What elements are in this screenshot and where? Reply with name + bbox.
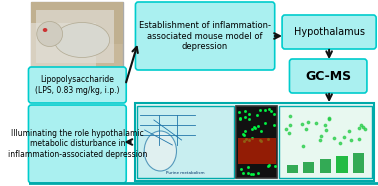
Point bbox=[237, 117, 243, 120]
Point bbox=[348, 139, 354, 142]
Point bbox=[240, 172, 246, 175]
Text: Illuminating the role hypothalamic
metabolic disturbance in
inflammation-associa: Illuminating the role hypothalamic metab… bbox=[8, 129, 147, 159]
FancyBboxPatch shape bbox=[28, 67, 126, 103]
Point bbox=[303, 128, 309, 131]
Point bbox=[358, 124, 364, 127]
Ellipse shape bbox=[54, 23, 110, 57]
Point bbox=[255, 171, 261, 174]
Point bbox=[268, 110, 274, 113]
Point bbox=[255, 124, 261, 127]
Point bbox=[337, 142, 343, 145]
Point bbox=[345, 129, 352, 132]
Point bbox=[249, 137, 255, 140]
Bar bbox=[303, 162, 314, 173]
Point bbox=[242, 115, 248, 118]
FancyBboxPatch shape bbox=[290, 59, 367, 93]
Point bbox=[241, 139, 247, 142]
Point bbox=[283, 127, 289, 130]
Point bbox=[362, 127, 368, 130]
Point bbox=[271, 112, 277, 115]
Point bbox=[322, 128, 328, 131]
Point bbox=[266, 108, 272, 111]
Point bbox=[327, 116, 333, 119]
Point bbox=[243, 137, 249, 140]
Ellipse shape bbox=[144, 131, 177, 171]
Point bbox=[257, 130, 263, 133]
FancyBboxPatch shape bbox=[282, 15, 376, 49]
FancyBboxPatch shape bbox=[279, 106, 372, 178]
Bar bbox=[353, 153, 364, 173]
Bar bbox=[320, 159, 331, 173]
FancyBboxPatch shape bbox=[31, 2, 124, 72]
Point bbox=[258, 140, 264, 142]
Point bbox=[248, 172, 254, 175]
Ellipse shape bbox=[37, 22, 63, 46]
Point bbox=[300, 144, 306, 147]
Text: GC-MS: GC-MS bbox=[305, 70, 351, 83]
Bar bbox=[31, 23, 96, 72]
Point bbox=[356, 127, 363, 130]
Bar bbox=[36, 10, 114, 62]
Point bbox=[262, 109, 268, 112]
FancyBboxPatch shape bbox=[28, 105, 126, 183]
Point bbox=[262, 121, 268, 124]
Point bbox=[271, 123, 277, 126]
Point bbox=[265, 164, 271, 167]
Ellipse shape bbox=[43, 28, 47, 32]
Point bbox=[341, 135, 347, 138]
FancyBboxPatch shape bbox=[135, 103, 374, 181]
FancyBboxPatch shape bbox=[135, 2, 275, 70]
Point bbox=[287, 115, 293, 118]
FancyBboxPatch shape bbox=[137, 106, 234, 178]
Point bbox=[252, 127, 258, 130]
Text: Hypothalamus: Hypothalamus bbox=[294, 27, 365, 37]
Point bbox=[238, 167, 244, 170]
Point bbox=[249, 172, 256, 175]
Point bbox=[287, 131, 293, 134]
Point bbox=[246, 113, 252, 116]
Bar bbox=[287, 165, 298, 173]
Point bbox=[325, 117, 332, 120]
Point bbox=[235, 111, 242, 114]
Text: Purine metabolism: Purine metabolism bbox=[166, 171, 205, 175]
Point bbox=[360, 125, 366, 128]
Text: Lipopolysaccharide
(LPS, 0.83 mg/kg, i.p.): Lipopolysaccharide (LPS, 0.83 mg/kg, i.p… bbox=[35, 75, 119, 95]
Point bbox=[242, 110, 248, 113]
Point bbox=[272, 165, 278, 168]
Point bbox=[257, 108, 263, 111]
Point bbox=[241, 134, 247, 137]
Point bbox=[257, 139, 263, 142]
Point bbox=[246, 138, 252, 141]
Point bbox=[240, 133, 246, 136]
Point bbox=[322, 124, 328, 126]
Point bbox=[249, 127, 255, 130]
Point bbox=[251, 125, 257, 128]
Bar bbox=[238, 138, 276, 164]
Point bbox=[245, 171, 251, 174]
Point bbox=[313, 121, 319, 124]
Point bbox=[254, 113, 260, 116]
Point bbox=[299, 123, 305, 126]
Point bbox=[242, 129, 248, 132]
Text: Establishment of inflammation-
associated mouse model of
depression: Establishment of inflammation- associate… bbox=[139, 21, 271, 51]
Point bbox=[305, 120, 311, 123]
Point bbox=[318, 135, 324, 138]
Point bbox=[246, 117, 253, 120]
Bar bbox=[31, 2, 124, 44]
Point bbox=[266, 164, 272, 167]
Point bbox=[331, 137, 337, 140]
Point bbox=[265, 138, 271, 141]
Bar bbox=[236, 106, 277, 178]
Point bbox=[287, 124, 293, 127]
Point bbox=[237, 118, 243, 121]
Point bbox=[245, 166, 251, 169]
Bar bbox=[336, 156, 347, 173]
Point bbox=[356, 138, 363, 141]
Point bbox=[317, 138, 323, 141]
